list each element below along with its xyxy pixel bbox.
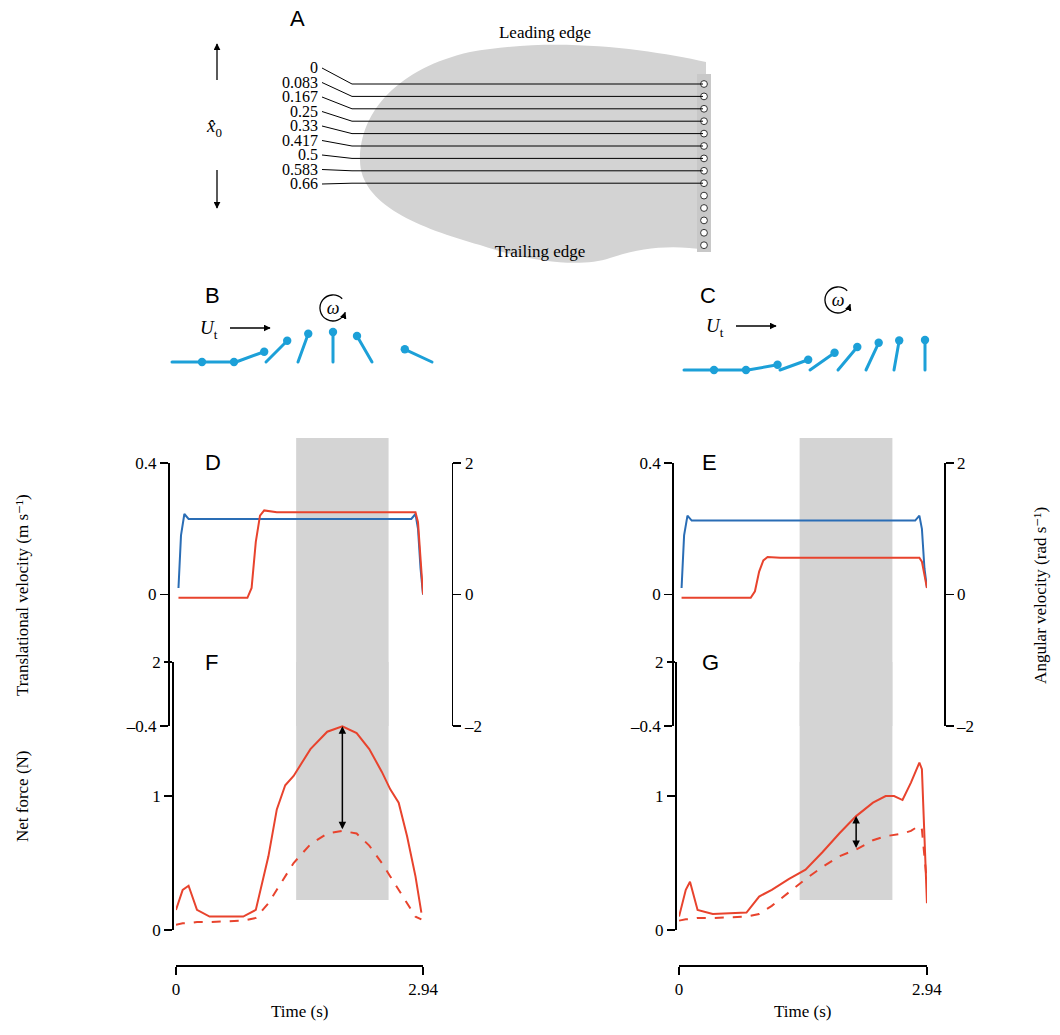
svg-text:2.94: 2.94 [408,980,438,999]
svg-text:0.4: 0.4 [639,454,661,473]
svg-text:A: A [290,6,305,31]
svg-text:2: 2 [655,653,664,672]
svg-text:0: 0 [957,585,966,604]
svg-text:0: 0 [310,59,318,76]
svg-text:Ut: Ut [200,317,218,342]
svg-text:1: 1 [655,787,664,806]
svg-text:0.66: 0.66 [290,175,318,192]
svg-text:0: 0 [652,585,661,604]
svg-text:G: G [702,650,719,675]
svg-text:Angular velocity (rad s⁻¹): Angular velocity (rad s⁻¹) [1031,507,1050,684]
svg-text:0.417: 0.417 [282,131,318,149]
svg-text:x̂0: x̂0 [206,115,222,140]
svg-text:0.167: 0.167 [282,88,318,105]
svg-text:Trailing edge: Trailing edge [495,242,586,261]
svg-text:E: E [702,450,717,475]
svg-text:0: 0 [152,921,161,940]
svg-text:0: 0 [148,585,157,604]
svg-text:2: 2 [957,454,966,473]
svg-text:2: 2 [152,653,161,672]
svg-text:0.33: 0.33 [290,117,318,134]
svg-text:2: 2 [465,454,474,473]
svg-text:Translational velocity (m s⁻¹): Translational velocity (m s⁻¹) [13,494,32,696]
svg-text:0: 0 [465,585,474,604]
svg-text:2.94: 2.94 [912,980,942,999]
svg-text:0.583: 0.583 [282,160,318,178]
svg-text:0.083: 0.083 [282,73,318,91]
svg-text:0.4: 0.4 [135,454,157,473]
svg-text:–2: –2 [464,717,482,736]
svg-text:ω: ω [327,298,340,318]
svg-text:Leading edge: Leading edge [499,23,591,42]
svg-text:Time (s): Time (s) [774,1002,831,1021]
svg-text:0.25: 0.25 [290,102,318,120]
svg-text:–0.4: –0.4 [630,717,661,736]
svg-text:0: 0 [675,980,684,999]
svg-text:D: D [205,450,221,475]
svg-text:F: F [205,650,218,675]
svg-text:B: B [205,283,220,308]
svg-text:Time (s): Time (s) [271,1002,328,1021]
svg-text:0: 0 [655,921,664,940]
svg-text:Net force (N): Net force (N) [13,750,32,842]
svg-text:1: 1 [152,787,161,806]
svg-text:–2: –2 [956,717,974,736]
svg-text:ω: ω [832,290,845,310]
svg-text:–0.4: –0.4 [126,717,157,736]
svg-text:0: 0 [172,980,181,999]
svg-text:0.5: 0.5 [298,146,318,163]
svg-text:C: C [700,283,716,308]
svg-text:Ut: Ut [706,315,724,340]
